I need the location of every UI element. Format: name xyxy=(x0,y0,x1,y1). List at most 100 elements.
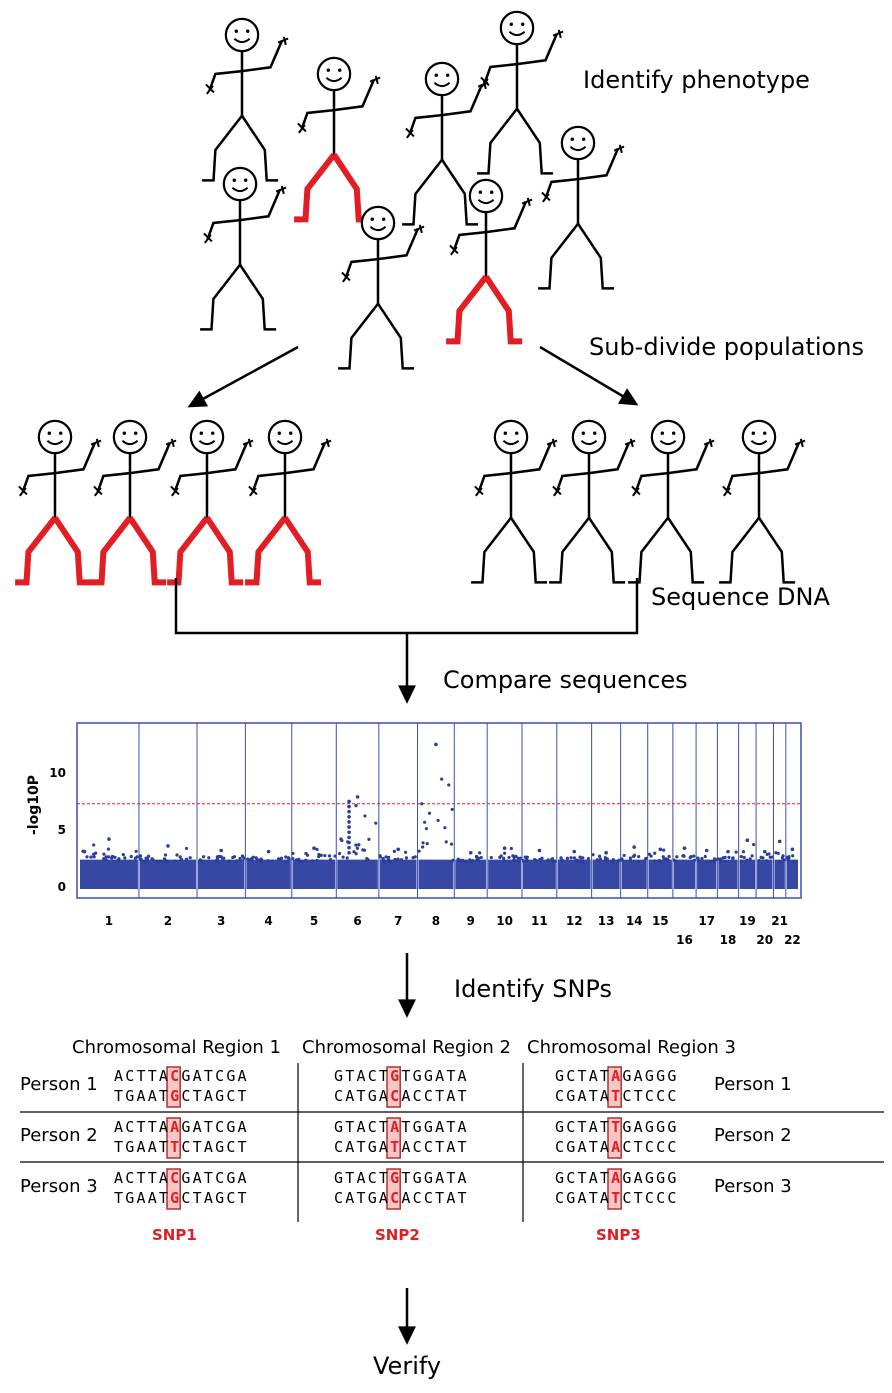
right-arm xyxy=(377,228,420,261)
snp-base: A xyxy=(611,1138,623,1156)
snp-highlight-box xyxy=(386,1117,401,1159)
person-label-right: Person 2 xyxy=(714,1125,792,1146)
data-point xyxy=(347,845,351,850)
dna-strand: TGAATGCTAGCT xyxy=(114,1087,249,1105)
data-point xyxy=(718,860,722,864)
chromosome-13: 13 xyxy=(591,723,622,928)
data-point xyxy=(315,858,319,863)
data-point xyxy=(787,856,791,860)
data-point xyxy=(427,811,432,815)
points-band xyxy=(739,859,756,889)
data-point xyxy=(234,859,239,863)
x-tick-label: 7 xyxy=(394,914,402,928)
hand-icon xyxy=(297,75,381,134)
data-point xyxy=(179,857,183,861)
eye-icon xyxy=(445,73,450,77)
snp-label: SNP3 xyxy=(596,1226,641,1244)
left-arm xyxy=(483,62,518,84)
eye-icon xyxy=(122,431,127,435)
data-point xyxy=(347,840,351,845)
data-point xyxy=(184,857,189,861)
left-arm xyxy=(477,471,512,493)
data-point xyxy=(696,859,701,863)
data-point xyxy=(436,818,440,823)
data-point xyxy=(231,855,235,860)
data-point xyxy=(254,856,258,860)
x-tick-label: 20 xyxy=(756,933,773,947)
eye-icon xyxy=(581,431,586,435)
data-point xyxy=(319,853,323,857)
person-figure xyxy=(338,205,425,370)
step-identify-snps: Identify SNPs xyxy=(454,975,612,1003)
data-point xyxy=(682,853,686,858)
left-arm xyxy=(251,471,286,493)
data-point xyxy=(757,859,761,863)
data-point xyxy=(277,857,281,861)
data-point xyxy=(347,835,351,840)
data-point xyxy=(662,848,666,852)
data-point xyxy=(121,852,125,857)
head-icon xyxy=(222,166,258,202)
right-leg xyxy=(666,517,705,584)
data-point xyxy=(464,859,468,864)
x-tick-label: 10 xyxy=(496,914,513,928)
data-point xyxy=(155,860,159,864)
smile-icon xyxy=(477,199,495,205)
snp-base: T xyxy=(611,1189,623,1207)
data-point xyxy=(533,858,537,862)
data-point xyxy=(767,852,771,856)
eye-icon xyxy=(660,431,665,435)
data-point xyxy=(123,856,127,860)
hand-icon xyxy=(93,438,177,497)
dna-strand: GTACTGTGGATA xyxy=(334,1067,469,1085)
hand-icon xyxy=(480,29,564,88)
data-point xyxy=(765,859,769,863)
person-label-right: Person 3 xyxy=(714,1176,792,1197)
hand-icon xyxy=(248,438,332,497)
x-tick-label: 18 xyxy=(720,933,737,947)
smile-icon xyxy=(580,440,598,446)
points-band xyxy=(80,859,138,889)
data-point xyxy=(347,815,351,819)
eye-icon xyxy=(503,431,508,435)
chromosome-20: 20 xyxy=(756,723,774,947)
data-point xyxy=(727,855,731,859)
left-arm xyxy=(300,108,335,130)
data-point xyxy=(378,854,382,858)
data-point xyxy=(327,854,332,858)
data-point xyxy=(347,820,351,824)
data-point xyxy=(489,855,493,860)
eye-icon xyxy=(381,217,386,221)
data-point xyxy=(215,855,219,859)
eye-icon xyxy=(434,73,439,77)
hand-icon xyxy=(203,185,287,244)
data-point xyxy=(129,854,133,859)
points-band xyxy=(697,859,717,889)
chromosome-19: 19 xyxy=(739,723,757,928)
right-leg xyxy=(576,223,615,290)
data-point xyxy=(628,858,633,863)
left-arm xyxy=(208,69,243,91)
left-arm xyxy=(96,471,131,493)
left-leg xyxy=(294,152,337,223)
data-point xyxy=(102,852,106,856)
right-leg xyxy=(587,517,626,584)
dna-strand: CATGACACCTAT xyxy=(334,1189,469,1207)
head-icon xyxy=(360,205,396,241)
data-point xyxy=(220,856,225,860)
hand-icon xyxy=(541,144,625,203)
data-point xyxy=(479,855,483,860)
data-point xyxy=(94,851,98,855)
chromosome-1: 1 xyxy=(80,723,140,928)
right-arm xyxy=(516,33,559,66)
data-point xyxy=(597,854,602,858)
affected-person-figure xyxy=(245,419,332,586)
data-point xyxy=(692,854,696,858)
left-arm xyxy=(452,230,487,252)
smile-icon xyxy=(369,226,387,232)
chromosome-4: 4 xyxy=(246,723,293,928)
data-point xyxy=(270,859,274,863)
data-point xyxy=(417,849,421,853)
data-point xyxy=(403,850,408,854)
data-point xyxy=(240,854,245,858)
